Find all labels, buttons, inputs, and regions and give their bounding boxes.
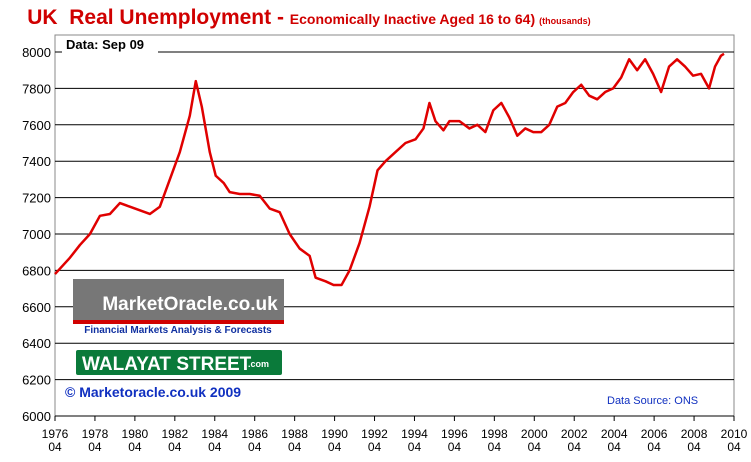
y-tick-label: 8000 bbox=[22, 45, 51, 60]
series-line bbox=[54, 52, 725, 287]
source: Data Source: ONS bbox=[607, 395, 698, 407]
logo-bar bbox=[73, 320, 284, 324]
y-tick-label: 6600 bbox=[22, 300, 51, 315]
x-tick-label: 2000 04 bbox=[520, 427, 548, 454]
chart-title: UK Real Unemployment - Economically Inac… bbox=[5, 6, 604, 29]
y-tick-label: 7400 bbox=[22, 154, 51, 169]
note-box bbox=[62, 36, 158, 53]
data-note: Data: Sep 09 bbox=[66, 37, 144, 52]
y-tick-label: 6200 bbox=[22, 373, 51, 388]
subtitle: Economically Inactive Aged 16 to 64) bbox=[290, 11, 535, 27]
sign bbox=[74, 348, 284, 377]
x-tick-label: 1976 04 bbox=[41, 427, 69, 454]
y-tick-label: 6800 bbox=[22, 263, 51, 278]
y-tick-label: 6400 bbox=[22, 336, 51, 351]
x-tick-label: 2010 04 bbox=[720, 427, 748, 454]
y-tick-label: 7200 bbox=[22, 191, 51, 206]
x-tick-label: 1986 04 bbox=[241, 427, 269, 454]
y-tick-label: 6000 bbox=[22, 409, 51, 424]
y-tick-label: 7000 bbox=[22, 227, 51, 242]
x-tick-label: 1994 04 bbox=[401, 427, 428, 454]
x-tick-label: 1980 04 bbox=[121, 427, 149, 454]
x-tick-label: 2004 04 bbox=[600, 427, 628, 454]
x-tick-label: 1996 04 bbox=[441, 427, 468, 454]
x-tick-label: 2008 04 bbox=[680, 427, 708, 454]
logo-tagline: Financial Markets Analysis & Forecasts bbox=[84, 325, 272, 336]
title: UK Real Unemployment - bbox=[27, 6, 290, 29]
x-tick-label: 1984 04 bbox=[201, 427, 229, 454]
logo-text: MarketOracle.co.uk bbox=[102, 294, 278, 315]
x-tick-label: 2002 04 bbox=[560, 427, 588, 454]
x-tick-label: 1990 04 bbox=[321, 427, 348, 454]
x-tick-label: 1978 04 bbox=[81, 427, 109, 454]
x-tick-label: 1992 04 bbox=[361, 427, 388, 454]
unit-note: (thousands) bbox=[539, 16, 591, 26]
y-tick-label: 7600 bbox=[22, 118, 51, 133]
logo-box bbox=[73, 279, 284, 323]
copyright: © Marketoracle.co.uk 2009 bbox=[65, 384, 241, 400]
x-tick-label: 1988 04 bbox=[281, 427, 308, 454]
sign-suffix: .com bbox=[248, 359, 269, 369]
sign-text: WALAYAT STREET bbox=[82, 354, 252, 375]
x-tick-label: 1998 04 bbox=[480, 427, 508, 454]
x-tick-label: 1982 04 bbox=[161, 427, 189, 454]
x-tick-label: 2006 04 bbox=[640, 427, 668, 454]
y-tick-label: 7800 bbox=[22, 81, 51, 96]
